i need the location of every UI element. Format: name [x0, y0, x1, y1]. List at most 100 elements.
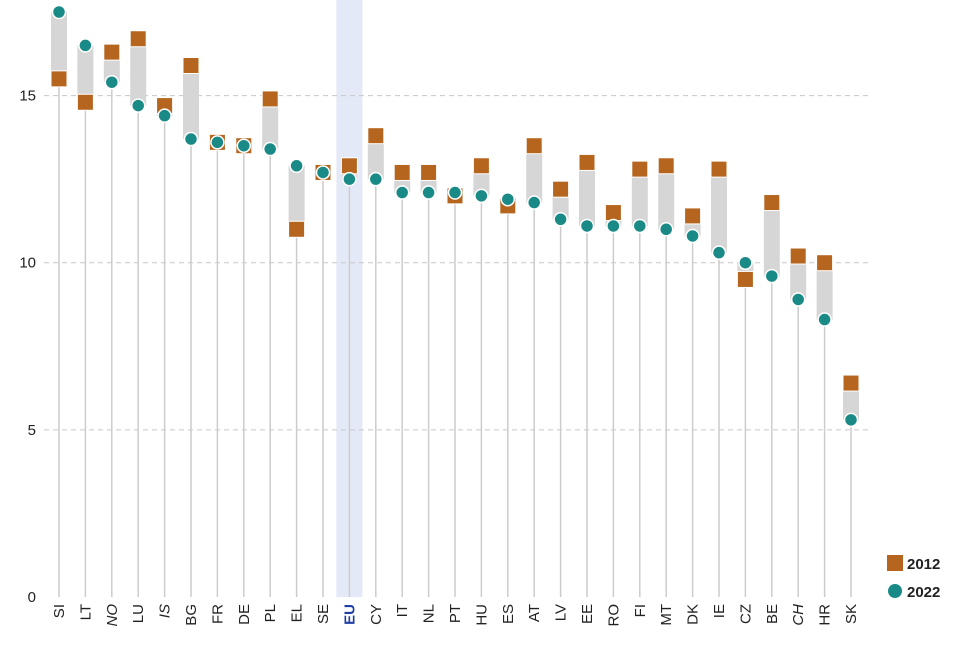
x-label-SI: SI — [51, 604, 68, 618]
marker-2022-CZ — [738, 255, 753, 270]
x-label-SK: SK — [843, 604, 860, 624]
marker-2022-CH — [790, 292, 806, 307]
x-label-BE: BE — [764, 604, 781, 624]
marker-2022-DK — [685, 228, 700, 244]
marker-2012-SI — [50, 70, 68, 88]
x-label-FI: FI — [632, 604, 649, 617]
range-bar-EL — [288, 165, 305, 230]
x-label-IT: IT — [394, 604, 411, 617]
marker-2012-CH — [789, 247, 807, 265]
marker-2012-CY — [367, 127, 385, 145]
marker-2012-NL — [420, 163, 438, 181]
marker-2022-MT — [658, 222, 674, 237]
x-label-EU: EU — [341, 604, 358, 625]
marker-2012-PL — [261, 90, 279, 108]
marker-2012-RO — [604, 204, 622, 222]
marker-2022-PL — [262, 141, 278, 157]
marker-2022-PT — [447, 185, 463, 200]
y-tick-label-5: 5 — [28, 422, 36, 439]
marker-2012-NO — [103, 43, 121, 61]
legend-marker-2012 — [887, 555, 903, 571]
range-bar-SK — [843, 383, 859, 420]
marker-2022-BE — [764, 268, 780, 284]
stem-layer — [58, 78, 852, 597]
legend: 2012 2022 — [887, 555, 940, 601]
x-label-FR: FR — [209, 604, 226, 624]
x-label-IS: IS — [157, 604, 174, 618]
marker-2022-AT — [526, 195, 542, 210]
marker-2022-CY — [368, 171, 384, 187]
x-label-CZ: CZ — [737, 604, 754, 624]
marker-2022-IT — [394, 185, 410, 200]
x-label-IE: IE — [711, 604, 728, 618]
marker-2022-IS — [157, 108, 172, 123]
range-bar-IE — [711, 169, 727, 253]
x-label-EL: EL — [289, 604, 306, 622]
range-bar-BE — [763, 202, 780, 277]
grid-layer — [44, 95, 870, 431]
marker-2012-HR — [816, 254, 834, 272]
y-tick-label-0: 0 — [28, 589, 36, 606]
marker-2022-HR — [817, 312, 832, 327]
range-bar-LT — [77, 45, 94, 103]
marker-2022-HU — [474, 188, 489, 204]
marker-2022-FR — [210, 135, 225, 150]
marker-2012-SK — [842, 374, 860, 392]
range-bar-EE — [579, 162, 595, 226]
x-label-EE: EE — [579, 604, 596, 624]
legend-label-2012: 2012 — [907, 556, 940, 573]
y-tick-label-10: 10 — [19, 255, 36, 272]
marker-2022-LU — [130, 98, 146, 113]
marker-2022-NO — [104, 74, 120, 90]
marker-2012-EL — [288, 220, 306, 238]
y-tick-label-15: 15 — [19, 88, 36, 105]
range-bar-AT — [526, 145, 543, 203]
x-label-PT: PT — [447, 604, 464, 623]
x-label-NO: NO — [104, 604, 121, 627]
marker-2022-LV — [553, 212, 568, 227]
marker-2022-LT — [78, 38, 93, 53]
marker-2022-SK — [843, 412, 859, 428]
range-bar-BG — [183, 65, 199, 140]
range-bar-FI — [631, 169, 648, 226]
marker-2012-AT — [525, 137, 543, 155]
marker-2022-ES — [500, 191, 516, 207]
legend-marker-2022 — [888, 584, 902, 598]
x-label-LU: LU — [130, 604, 147, 623]
range-bar-CY — [367, 135, 384, 180]
x-label-HR: HR — [817, 604, 834, 626]
x-label-NL: NL — [421, 604, 438, 623]
marker-2012-BG — [182, 56, 200, 74]
marker-2022-FI — [632, 218, 648, 234]
marker-2012-IE — [710, 160, 728, 178]
x-label-ES: ES — [500, 604, 517, 624]
x-label-RO: RO — [605, 604, 622, 627]
marker-2022-IE — [711, 245, 727, 260]
marker-2022-SE — [315, 165, 331, 180]
marker-2022-RO — [606, 218, 621, 234]
marker-2012-LT — [76, 93, 94, 111]
marker-2012-LV — [552, 180, 570, 198]
marker-2012-BE — [763, 194, 781, 212]
marker-2022-BG — [183, 131, 199, 147]
x-label-MT: MT — [658, 604, 675, 626]
marker-2012-IT — [393, 163, 411, 181]
marker-2022-EE — [579, 218, 595, 234]
x-label-AT: AT — [526, 604, 543, 622]
marker-2012-EU — [340, 157, 358, 175]
marker-2022-SI — [51, 4, 67, 20]
x-label-PL: PL — [262, 604, 279, 622]
x-label-LT: LT — [77, 604, 94, 620]
marker-layer — [50, 4, 860, 428]
marker-2012-EE — [578, 153, 596, 171]
marker-2022-DE — [236, 138, 252, 153]
x-label-DE: DE — [236, 604, 253, 625]
marker-2012-DK — [684, 207, 702, 225]
range-bar-LU — [130, 38, 147, 106]
x-label-HU: HU — [473, 604, 490, 626]
legend-label-2022: 2022 — [907, 584, 940, 601]
range-bar-PL — [262, 98, 279, 150]
range-bar-layer — [51, 12, 859, 420]
